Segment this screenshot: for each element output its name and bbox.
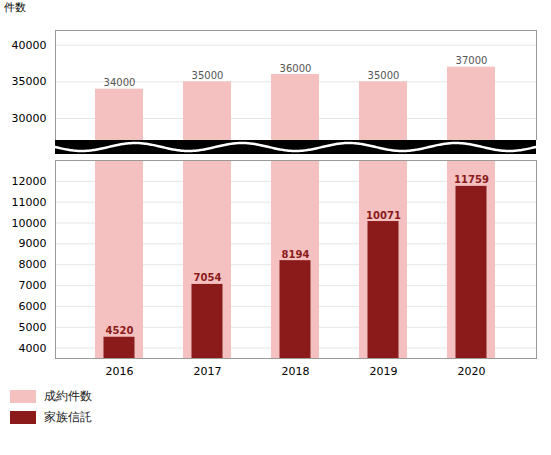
- svg-text:5000: 5000: [19, 321, 47, 334]
- svg-text:10000: 10000: [12, 217, 47, 230]
- svg-text:30000: 30000: [12, 112, 47, 125]
- svg-text:10071: 10071: [366, 210, 401, 221]
- svg-text:4000: 4000: [19, 342, 47, 355]
- svg-text:34000: 34000: [104, 77, 136, 88]
- svg-text:36000: 36000: [280, 63, 312, 74]
- svg-text:8000: 8000: [19, 258, 47, 271]
- svg-text:35000: 35000: [368, 70, 400, 81]
- svg-text:4520: 4520: [106, 325, 134, 336]
- svg-text:7000: 7000: [19, 279, 47, 292]
- svg-text:2017: 2017: [194, 365, 222, 378]
- svg-text:35000: 35000: [192, 70, 224, 81]
- svg-text:35000: 35000: [12, 75, 47, 88]
- svg-text:2019: 2019: [370, 365, 398, 378]
- svg-text:2018: 2018: [282, 365, 310, 378]
- html-text:成約件数: 成約件数: [44, 389, 92, 403]
- html-text:家族信託: 家族信託: [44, 410, 92, 424]
- svg-text:11759: 11759: [454, 174, 489, 185]
- svg-text:件数: 件数: [4, 1, 26, 14]
- svg-text:12000: 12000: [12, 175, 47, 188]
- svg-text:37000: 37000: [456, 55, 488, 66]
- svg-text:40000: 40000: [12, 39, 47, 52]
- svg-text:6000: 6000: [19, 300, 47, 313]
- svg-text:2016: 2016: [106, 365, 134, 378]
- svg-text:9000: 9000: [19, 237, 47, 250]
- svg-text:8194: 8194: [282, 249, 310, 260]
- svg-text:2020: 2020: [458, 365, 486, 378]
- svg-text:7054: 7054: [194, 272, 222, 283]
- svg-text:11000: 11000: [12, 196, 47, 209]
